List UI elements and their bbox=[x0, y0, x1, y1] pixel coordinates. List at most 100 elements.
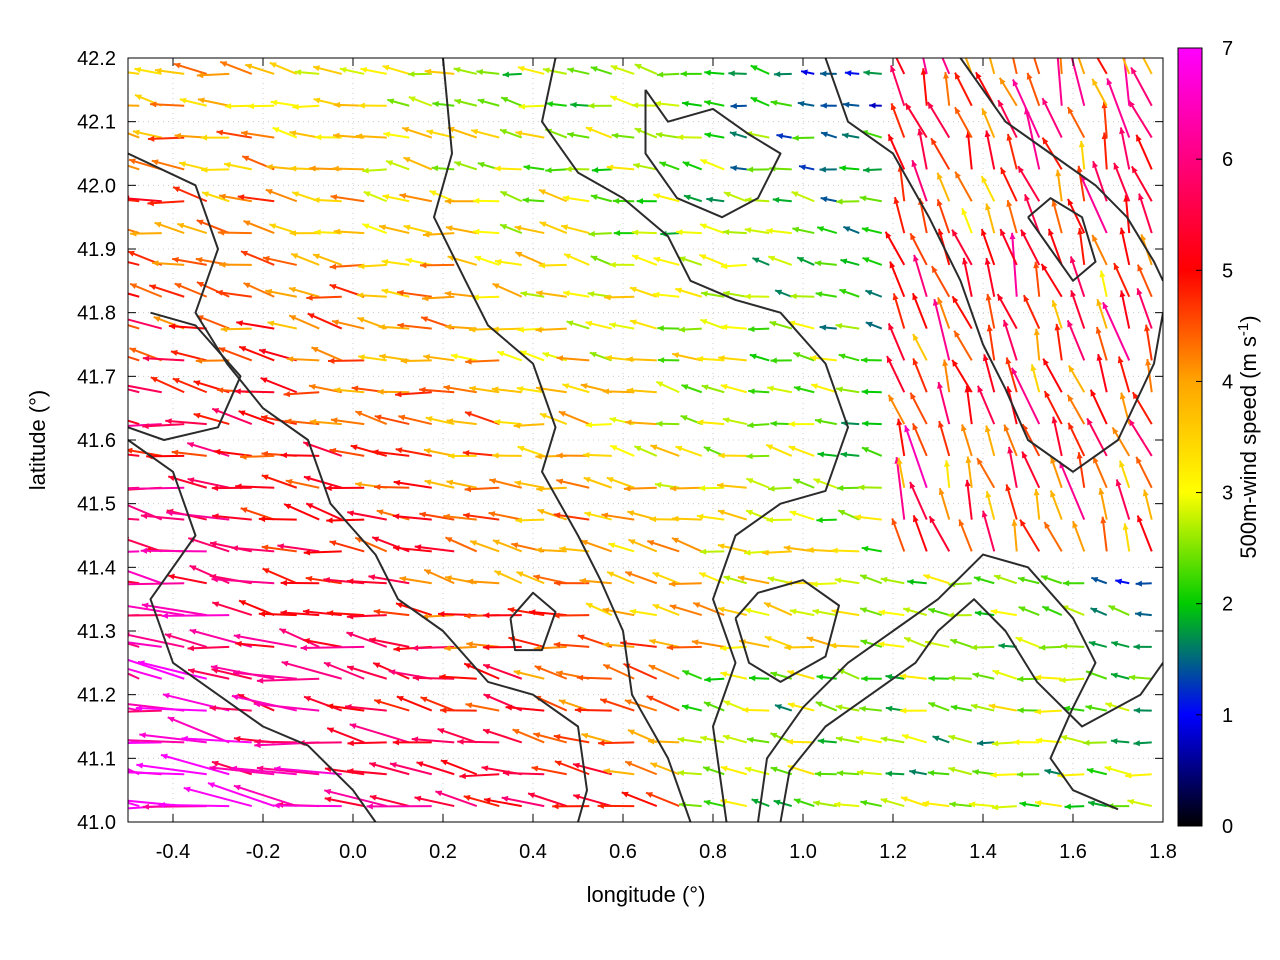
wind-vector-head bbox=[1003, 424, 1010, 432]
wind-vector-head bbox=[1119, 290, 1126, 298]
wind-vector-head bbox=[885, 673, 893, 680]
wind-vector-head bbox=[585, 421, 593, 428]
wind-vector bbox=[1097, 353, 1108, 393]
wind-vector-head bbox=[309, 165, 316, 172]
wind-vector bbox=[1033, 58, 1041, 75]
wind-vector-head bbox=[501, 795, 509, 802]
wind-vector-head bbox=[533, 732, 541, 739]
wind-vector-head bbox=[880, 576, 888, 583]
wind-vector-head bbox=[931, 138, 937, 146]
wind-vector-head bbox=[258, 515, 266, 523]
wind-vector-head bbox=[1042, 98, 1049, 106]
wind-vector-head bbox=[909, 769, 917, 776]
wind-vector-head bbox=[211, 576, 218, 583]
wind-vector-head bbox=[209, 764, 217, 772]
wind-vector-head bbox=[907, 578, 914, 586]
wind-vector-head bbox=[224, 162, 231, 168]
wind-vector-head bbox=[676, 134, 684, 141]
wind-vector-head bbox=[374, 483, 381, 491]
wind-vector-head bbox=[723, 700, 731, 707]
wind-vector-head bbox=[820, 102, 827, 109]
wind-vector-head bbox=[784, 644, 791, 651]
wind-vector-head bbox=[888, 394, 895, 402]
wind-vector-head bbox=[358, 102, 365, 109]
wind-vector-head bbox=[356, 292, 364, 299]
wind-vector-head bbox=[492, 283, 500, 290]
wind-vector-head bbox=[797, 257, 805, 263]
wind-vector-head bbox=[730, 103, 737, 110]
terrain-contour bbox=[779, 598, 1163, 822]
wind-vector-head bbox=[231, 694, 239, 701]
wind-vector-head bbox=[538, 189, 546, 195]
wind-vector-head bbox=[393, 479, 401, 486]
wind-vector-head bbox=[636, 198, 644, 205]
wind-vector-head bbox=[502, 71, 510, 78]
wind-vector-head bbox=[243, 282, 251, 289]
wind-vector-head bbox=[991, 740, 999, 747]
wind-vector bbox=[128, 741, 162, 745]
wind-vector bbox=[1089, 389, 1108, 425]
wind-vector-head bbox=[581, 732, 589, 739]
wind-vector-head bbox=[306, 503, 314, 509]
wind-vector-head bbox=[791, 191, 799, 198]
wind-vector-head bbox=[234, 388, 241, 395]
wind-vector-head bbox=[373, 662, 381, 669]
wind-vector-head bbox=[774, 704, 782, 710]
wind-vector-head bbox=[284, 503, 292, 510]
wind-vector-head bbox=[1135, 580, 1143, 587]
wind-vector-head bbox=[195, 357, 203, 364]
wind-vector-head bbox=[1092, 78, 1098, 86]
wind-vector-head bbox=[237, 694, 245, 700]
wind-vector-head bbox=[535, 547, 542, 554]
wind-vector-head bbox=[590, 255, 598, 262]
wind-vector-head bbox=[606, 164, 614, 171]
wind-vector bbox=[128, 261, 140, 266]
wind-vector bbox=[323, 661, 365, 680]
wind-vector-head bbox=[683, 194, 691, 201]
wind-vector-head bbox=[606, 477, 614, 483]
wind-vector-head bbox=[170, 349, 178, 356]
wind-vector-head bbox=[193, 412, 201, 419]
wind-vector-head bbox=[209, 541, 217, 548]
wind-vector-head bbox=[749, 675, 756, 682]
wind-vector-head bbox=[140, 547, 148, 554]
wind-vector-head bbox=[937, 297, 944, 305]
wind-vector-head bbox=[1073, 44, 1079, 51]
wind-vector-head bbox=[816, 517, 823, 524]
wind-vector-head bbox=[105, 349, 112, 355]
colorbar-tick-label: 1 bbox=[1222, 705, 1233, 727]
wind-vector-head bbox=[649, 638, 656, 645]
wind-vector-head bbox=[325, 485, 332, 492]
wind-vector-head bbox=[573, 793, 581, 800]
wind-vector-head bbox=[937, 228, 944, 236]
wind-vector-head bbox=[965, 456, 972, 464]
wind-vector-head bbox=[1023, 295, 1030, 303]
wind-vector-head bbox=[842, 101, 850, 108]
wind-vector-head bbox=[517, 326, 525, 333]
wind-vector-head bbox=[613, 230, 621, 237]
wind-vector-head bbox=[440, 707, 447, 714]
wind-vector-head bbox=[1018, 576, 1025, 583]
wind-vector-head bbox=[1054, 323, 1061, 331]
wind-vector-head bbox=[288, 286, 296, 293]
wind-vector-head bbox=[1022, 451, 1028, 459]
wind-vector-head bbox=[1119, 127, 1126, 135]
wind-vector-head bbox=[604, 294, 611, 301]
wind-vector-head bbox=[766, 227, 773, 234]
wind-vector-head bbox=[533, 574, 541, 581]
wind-vector-head bbox=[464, 663, 472, 669]
wind-vector-head bbox=[483, 728, 490, 735]
wind-vector-head bbox=[345, 704, 352, 711]
wind-vector bbox=[136, 763, 207, 776]
wind-vector-head bbox=[416, 761, 424, 768]
wind-vector bbox=[459, 773, 500, 778]
y-tick-label: 42.1 bbox=[77, 112, 116, 134]
x-tick-label: 1.0 bbox=[789, 841, 817, 863]
wind-vector bbox=[347, 741, 387, 745]
wind-vector-head bbox=[474, 255, 482, 262]
wind-vector-head bbox=[386, 160, 394, 166]
wind-vector-head bbox=[260, 377, 268, 384]
wind-vector bbox=[128, 768, 140, 776]
wind-vector-head bbox=[1112, 427, 1119, 435]
wind-vector-head bbox=[285, 418, 292, 425]
